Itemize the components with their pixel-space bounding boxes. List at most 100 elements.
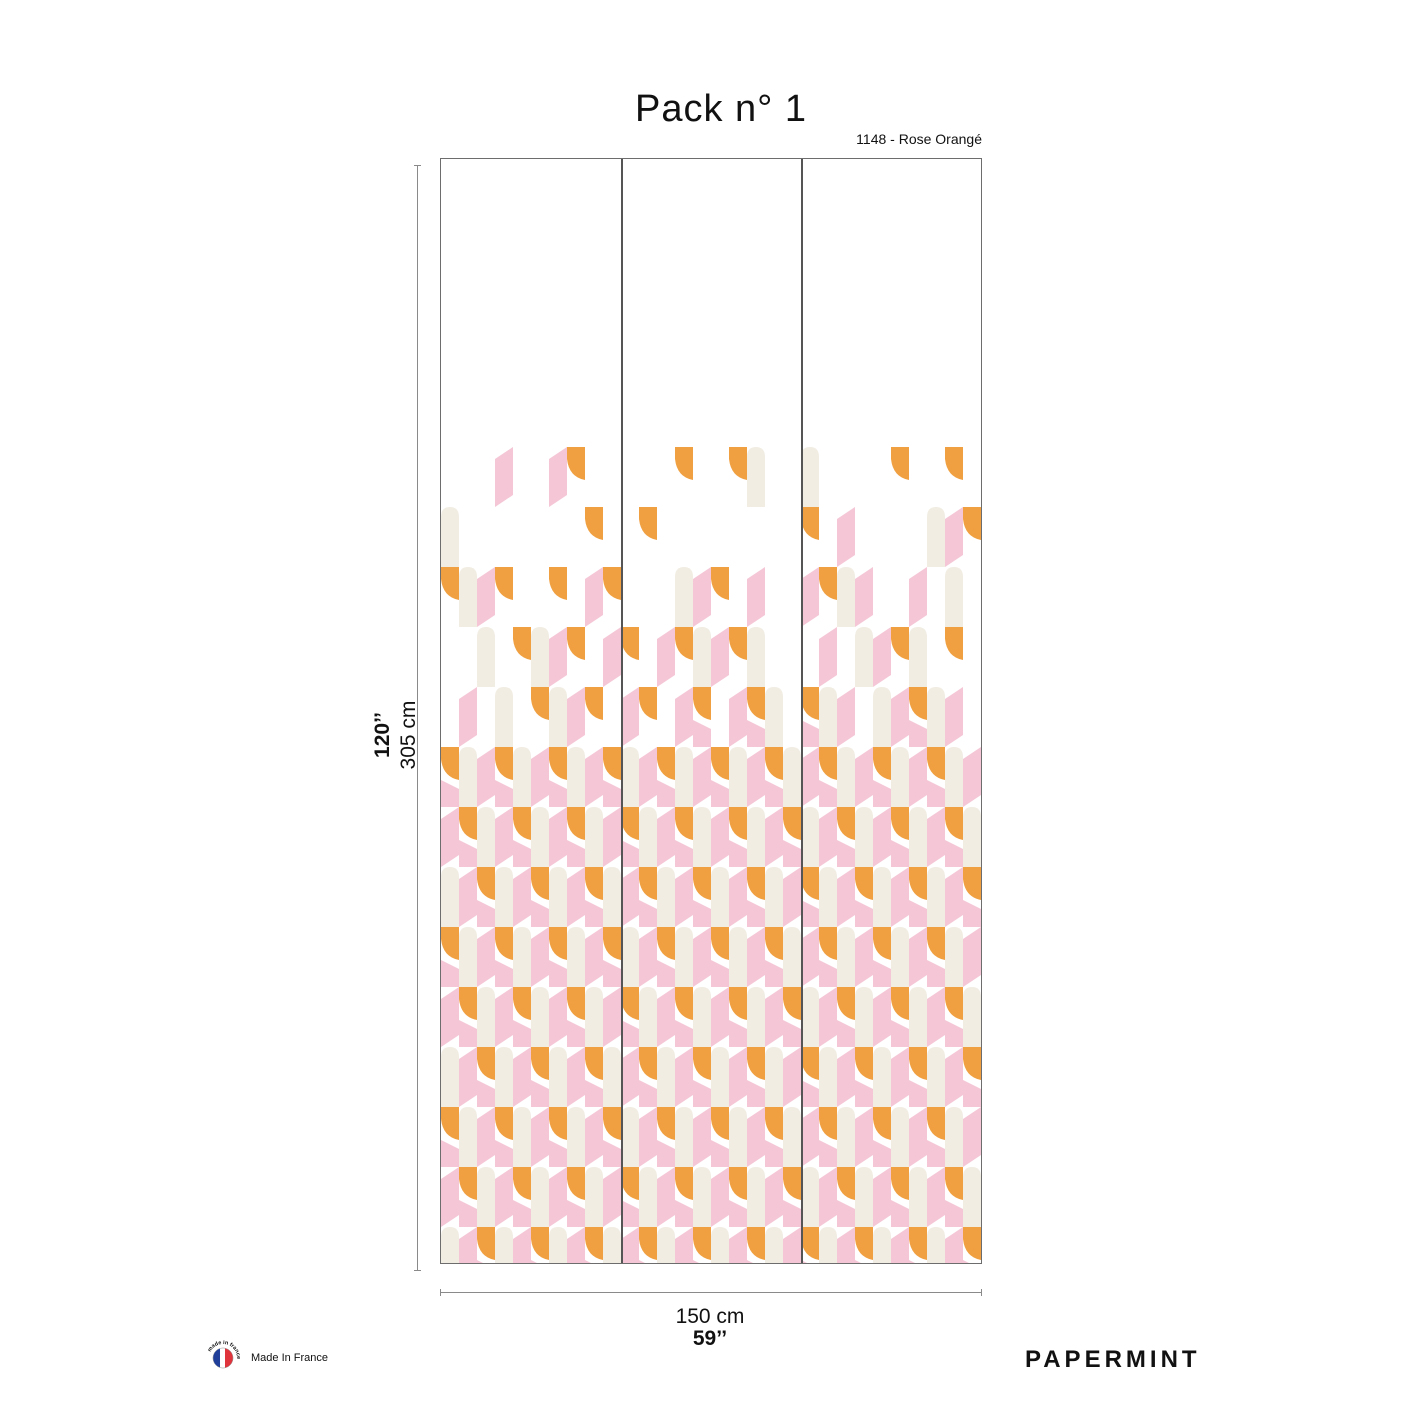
pink-tile — [675, 867, 693, 927]
cream-tile — [765, 867, 783, 927]
cream-tile — [711, 1227, 729, 1263]
orange-tile — [909, 1047, 927, 1080]
pink-tile — [459, 867, 477, 927]
cream-tile — [549, 867, 567, 927]
pink-tile — [837, 840, 855, 867]
pink-tile — [477, 747, 495, 807]
pink-tile — [441, 1140, 459, 1167]
cream-tile — [783, 747, 801, 807]
pink-tile — [783, 1200, 801, 1227]
cream-tile — [675, 567, 693, 627]
cream-tile — [729, 927, 747, 987]
pink-tile — [891, 867, 909, 927]
pink-tile — [729, 687, 747, 747]
cream-tile — [873, 1047, 891, 1107]
pink-tile — [441, 807, 459, 867]
orange-tile — [657, 927, 675, 960]
pink-tile — [675, 687, 693, 747]
cream-tile — [963, 807, 981, 867]
pink-tile — [477, 1080, 495, 1107]
cream-tile — [765, 1047, 783, 1107]
cream-tile — [531, 807, 549, 867]
orange-tile — [495, 567, 513, 600]
pink-tile — [891, 687, 909, 747]
pink-tile — [549, 960, 567, 987]
cream-tile — [945, 1107, 963, 1167]
pink-tile — [675, 840, 693, 867]
pink-tile — [747, 567, 765, 627]
orange-tile — [567, 627, 585, 660]
orange-tile — [855, 867, 873, 900]
pink-tile — [711, 1167, 729, 1227]
cream-tile — [585, 1167, 603, 1227]
pink-tile — [801, 900, 819, 927]
cream-tile — [927, 1047, 945, 1107]
pink-tile — [495, 780, 513, 807]
orange-tile — [513, 987, 531, 1020]
cream-tile — [837, 747, 855, 807]
orange-tile — [873, 927, 891, 960]
pink-tile — [819, 807, 837, 867]
pink-tile — [477, 567, 495, 627]
orange-tile — [639, 867, 657, 900]
cream-tile — [657, 867, 675, 927]
pink-tile — [945, 1047, 963, 1107]
cream-tile — [531, 987, 549, 1047]
pink-tile — [729, 1020, 747, 1047]
orange-tile — [693, 867, 711, 900]
cream-tile — [747, 987, 765, 1047]
pink-tile — [495, 447, 513, 507]
cream-tile — [729, 747, 747, 807]
cream-tile — [801, 987, 819, 1047]
pink-tile — [927, 960, 945, 987]
orange-tile — [981, 1107, 982, 1140]
pink-tile — [909, 1080, 927, 1107]
orange-tile — [549, 927, 567, 960]
pink-tile — [819, 1140, 837, 1167]
cream-tile — [693, 987, 711, 1047]
cream-tile — [963, 987, 981, 1047]
orange-tile — [549, 1107, 567, 1140]
pink-tile — [513, 1020, 531, 1047]
cream-tile — [495, 867, 513, 927]
pink-tile — [783, 840, 801, 867]
cream-tile — [729, 1107, 747, 1167]
orange-tile — [639, 1227, 657, 1260]
orange-tile — [873, 747, 891, 780]
pink-tile — [657, 1167, 675, 1227]
pink-tile — [603, 987, 621, 1047]
pink-tile — [585, 927, 603, 987]
pink-tile — [603, 627, 621, 687]
orange-tile — [711, 927, 729, 960]
orange-tile — [531, 1047, 549, 1080]
orange-tile — [603, 1107, 621, 1140]
orange-tile — [657, 1107, 675, 1140]
orange-tile — [945, 1167, 963, 1200]
orange-tile — [675, 1167, 693, 1200]
pink-tile — [747, 927, 765, 987]
pink-tile — [639, 900, 657, 927]
pink-tile — [945, 1020, 963, 1047]
pink-tile — [837, 1227, 855, 1263]
pink-tile — [585, 900, 603, 927]
orange-tile — [441, 747, 459, 780]
orange-tile — [747, 687, 765, 720]
pink-tile — [495, 807, 513, 867]
pink-tile — [477, 1107, 495, 1167]
cream-tile — [495, 1227, 513, 1263]
pink-tile — [963, 900, 981, 927]
pink-tile — [945, 1200, 963, 1227]
orange-tile — [693, 687, 711, 720]
pink-tile — [801, 1260, 807, 1263]
cream-tile — [855, 987, 873, 1047]
pink-tile — [729, 1047, 747, 1107]
wallpaper-pattern — [441, 447, 982, 1263]
orange-tile — [585, 1227, 603, 1260]
orange-tile — [729, 447, 747, 480]
pink-tile — [837, 867, 855, 927]
pink-tile — [693, 720, 711, 747]
orange-tile — [783, 807, 801, 840]
cream-tile — [477, 807, 495, 867]
orange-tile — [711, 1107, 729, 1140]
cream-tile — [477, 1167, 495, 1227]
